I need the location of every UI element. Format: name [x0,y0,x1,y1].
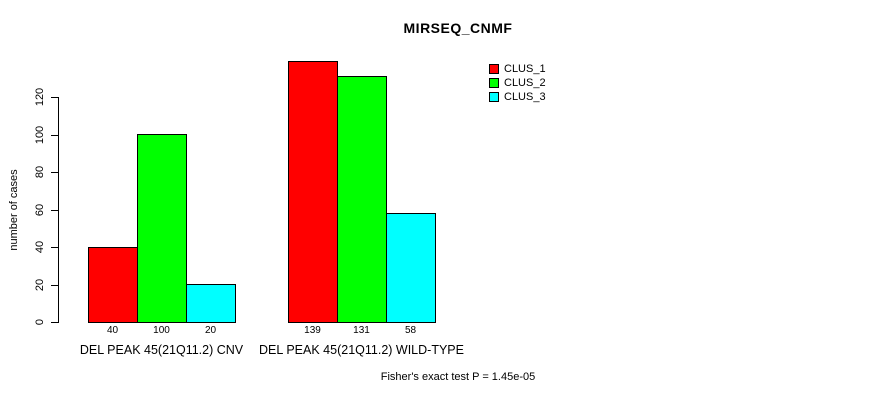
bar-clus_3-group2 [386,213,436,323]
bar-value-label: 40 [106,325,119,336]
legend-label: CLUS_1 [504,63,546,75]
bar-value-label: 100 [153,325,170,336]
bar-value-label: 139 [304,325,321,336]
legend-item: CLUS_1 [489,62,546,76]
y-tick-label: 0 [34,318,46,326]
x-group-label: DEL PEAK 45(21Q11.2) CNV [79,343,244,357]
bar-value-label: 131 [353,325,370,336]
chart-title: MIRSEQ_CNMF [403,20,513,36]
bar-clus_2-group1 [137,134,187,323]
bar-clus_2-group2 [337,76,387,323]
y-tick-label: 120 [34,87,46,107]
y-tick [51,210,58,211]
annotation-text: Fisher's exact test P = 1.45e-05 [380,371,536,383]
bar-clus_3-group1 [186,284,236,323]
legend-swatch-icon [489,78,499,88]
y-tick-label: 100 [34,125,46,145]
legend-label: CLUS_2 [504,77,546,89]
bar-value-label: 58 [404,325,417,336]
y-tick [51,172,58,173]
legend-item: CLUS_3 [489,90,546,104]
y-tick [51,322,58,323]
legend-swatch-icon [489,92,499,102]
bar-value-label: 20 [204,325,217,336]
legend: CLUS_1 CLUS_2 CLUS_3 [489,62,546,104]
y-tick [51,247,58,248]
legend-label: CLUS_3 [504,91,546,103]
y-axis-label: number of cases [8,169,20,251]
y-tick [51,285,58,286]
y-tick-label: 40 [34,240,46,254]
legend-swatch-icon [489,64,499,74]
y-tick-label: 80 [34,165,46,179]
legend-item: CLUS_2 [489,76,546,90]
bar-clus_1-group1 [88,247,138,323]
y-axis-line [58,97,59,323]
x-group-label: DEL PEAK 45(21Q11.2) WILD-TYPE [259,343,464,357]
bar-clus_1-group2 [288,61,338,323]
y-tick [51,135,58,136]
y-tick-label: 60 [34,203,46,217]
y-tick [51,97,58,98]
y-tick-label: 20 [34,278,46,292]
